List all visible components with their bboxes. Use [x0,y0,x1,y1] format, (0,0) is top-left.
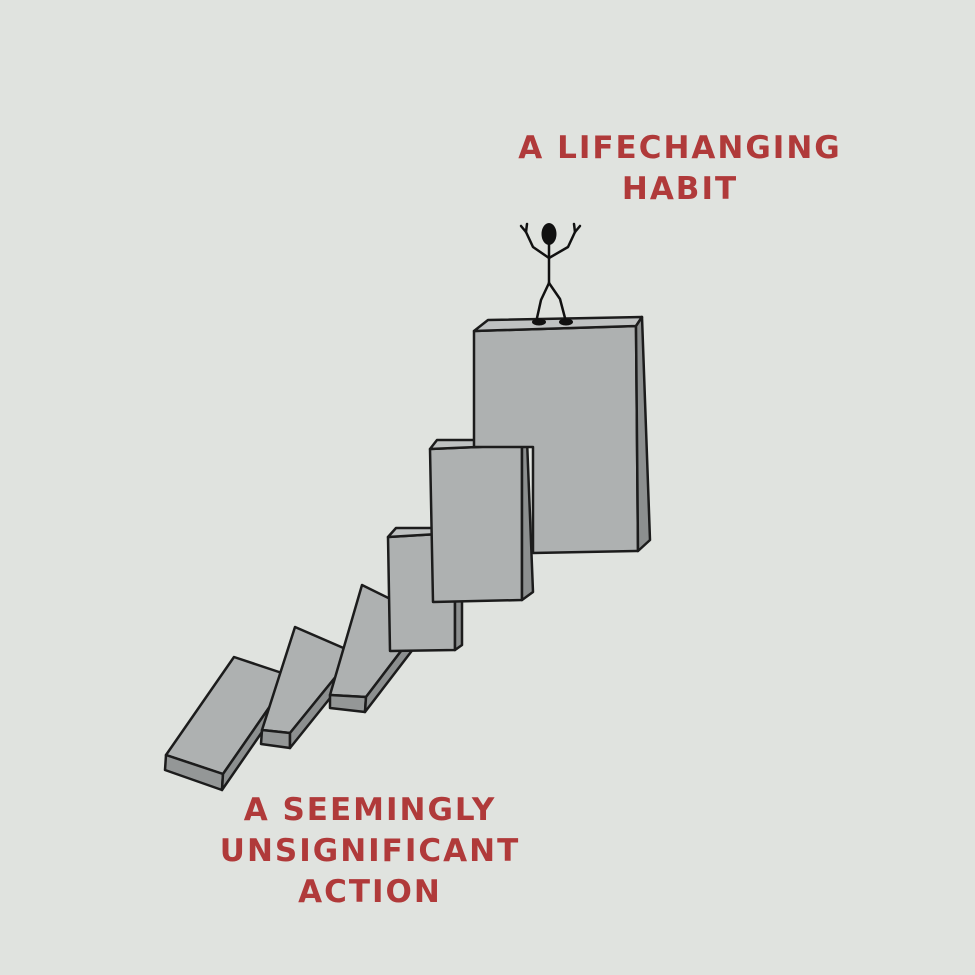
action-caption: A SEEMINGLY UNSIGNIFICANT ACTION [205,790,535,913]
action-caption-line-2: UNSIGNIFICANT [219,833,521,869]
habit-caption: A LIFECHANGING HABIT [500,128,860,210]
habit-caption-line-1: A LIFECHANGING [518,130,842,166]
action-caption-line-1: A SEEMINGLY [243,792,497,828]
habit-caption-line-2: HABIT [621,171,739,207]
action-caption-line-3: ACTION [298,874,442,910]
stick-figure [519,222,582,326]
domino-standing-5 [428,438,535,604]
domino-standing-6 [472,315,652,555]
